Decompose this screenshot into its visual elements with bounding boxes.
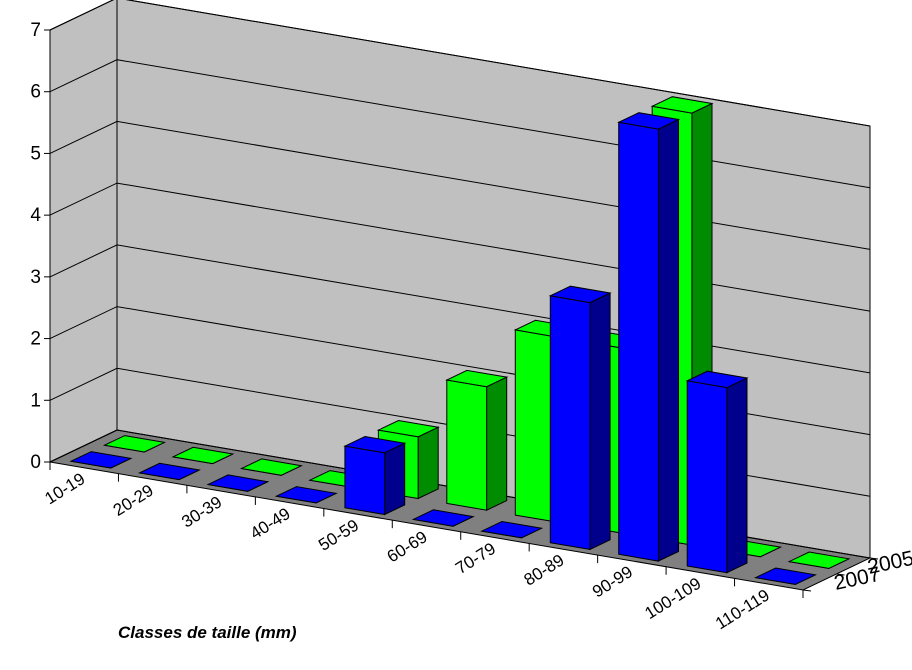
bar-2007-100-109 (685, 370, 749, 574)
bar-front (618, 121, 659, 562)
bar-top (548, 285, 612, 304)
bar-top (102, 435, 167, 453)
bar-top (617, 112, 681, 130)
series-label-2005: 2005 (866, 547, 912, 579)
value-axis: 0 1 2 3 4 5 6 7 (30, 20, 50, 473)
x-tick-label: 100-109 (641, 574, 704, 623)
bar-side (657, 118, 679, 562)
bar-top (376, 419, 440, 438)
bar-2007-90-99 (617, 112, 681, 562)
depth-tick-mark (836, 573, 845, 576)
bar-side (486, 376, 508, 511)
bar-2005-10-19 (102, 435, 167, 453)
bar-top (650, 96, 714, 114)
bar-side (417, 426, 439, 500)
x-tick-label: 20-29 (110, 481, 157, 520)
bar-2007-10-19 (69, 451, 133, 469)
bar-top (171, 446, 235, 465)
gridline (49, 0, 871, 127)
bar-top (445, 369, 509, 388)
bar-side (726, 377, 748, 574)
x-tick-label: 90-99 (589, 562, 636, 601)
bar-2007-80-89 (548, 285, 612, 551)
bar-2007-50-59 (343, 435, 407, 516)
bar-front (344, 445, 386, 516)
x-tick-label: 80-89 (521, 551, 568, 590)
bar-top (753, 567, 818, 585)
bar-2007-20-29 (137, 462, 201, 481)
bar-front (446, 379, 488, 511)
bar-top (787, 551, 851, 569)
y-tick-label: 6 (30, 82, 41, 103)
bar-2005-20-29 (171, 446, 235, 465)
bar-top (343, 435, 407, 454)
bar-2007-40-49 (274, 486, 338, 504)
bar-2005-60-69 (445, 369, 509, 511)
bar-top (480, 520, 544, 539)
y-tick-label: 7 (30, 20, 41, 41)
bar-top (69, 451, 133, 469)
bar-top (685, 370, 749, 389)
bar-side (384, 442, 406, 516)
bar-front (686, 380, 728, 574)
bar-2007-30-39 (206, 474, 270, 492)
x-tick-label: 60-69 (384, 527, 431, 566)
x-tick-label: 50-59 (315, 516, 362, 555)
depth-tick-mark (869, 557, 879, 560)
bar-top (274, 486, 338, 504)
bar-front (514, 329, 556, 523)
bar-2005-30-39 (239, 458, 303, 476)
bar-2007-60-69 (411, 509, 475, 527)
x-tick-label: 30-39 (178, 492, 225, 531)
x-tick-label: 110-119 (712, 585, 773, 633)
bar-top (239, 458, 303, 476)
bar-2007-70-79 (480, 520, 544, 539)
bar-top (206, 474, 270, 492)
depth-tick-mark (802, 589, 812, 592)
x-tick-label: 40-49 (247, 504, 294, 543)
y-tick-label: 0 (30, 452, 41, 473)
y-tick-label: 3 (30, 267, 41, 288)
bar-front (549, 295, 591, 550)
y-tick-label: 5 (30, 143, 41, 164)
bar-2005-50-59 (376, 419, 440, 500)
x-axis-title: Classes de taille (mm) (118, 623, 297, 642)
bar-2007-110-119 (753, 567, 818, 585)
bar-top (137, 462, 201, 481)
y-tick-label: 4 (30, 205, 41, 226)
bar-2005-110-119 (787, 551, 851, 569)
bars (69, 96, 851, 585)
side-wall (49, 0, 118, 463)
x-tick-label: 70-79 (452, 539, 499, 578)
y-tick-label: 2 (30, 329, 41, 350)
bar-side (589, 292, 611, 551)
y-tick-label: 1 (30, 390, 41, 411)
bar-top (411, 509, 475, 527)
x-tick-label: 10-19 (41, 469, 88, 508)
